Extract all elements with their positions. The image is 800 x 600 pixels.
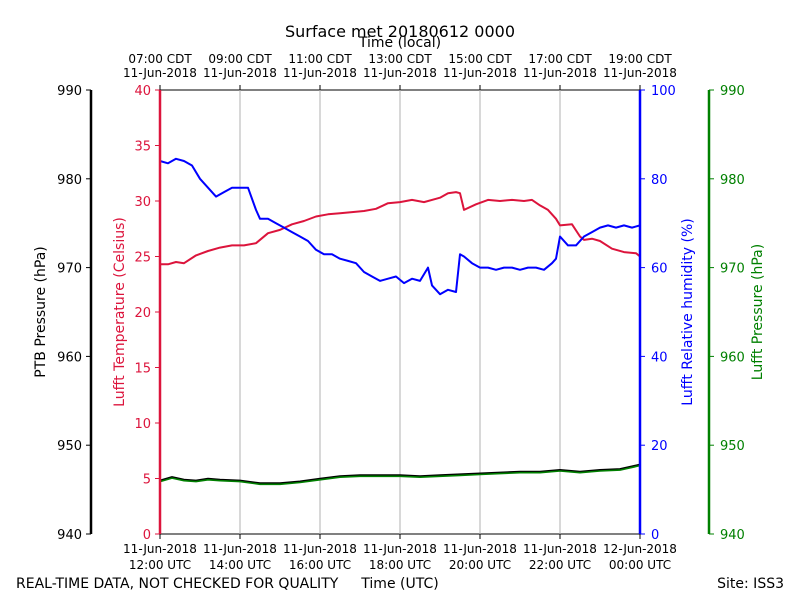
site-label: Site: ISS3	[717, 576, 784, 592]
bottom-tick-time: 16:00 UTC	[289, 558, 351, 572]
top-tick-time: 15:00 CDT	[448, 52, 512, 66]
x-ticks: 11-Jun-2018 12:00 UTC 11-Jun-2018 14:00 UTC…	[123, 52, 677, 572]
ptb-tick-label: 990	[57, 84, 82, 99]
series-line-lp	[159, 464, 641, 486]
temp-tick-label: 25	[134, 251, 151, 266]
series-line-rh	[159, 157, 641, 296]
bottom-tick-time: 12:00 UTC	[129, 558, 191, 572]
x-axis-label: Time (UTC)	[360, 576, 438, 592]
rh-tick-label: 0	[651, 528, 659, 543]
top-tick-date: 11-Jun-2018	[523, 66, 597, 80]
bottom-tick-time: 14:00 UTC	[209, 558, 271, 572]
ptb-tick-label: 960	[57, 350, 82, 365]
bottom-tick-date: 11-Jun-2018	[283, 542, 357, 556]
top-axis-label: Time (local)	[358, 35, 441, 51]
ptb-tick-label: 970	[57, 262, 82, 277]
ptb-tick-label: 980	[57, 173, 82, 188]
top-tick-time: 11:00 CDT	[288, 52, 352, 66]
top-tick-time: 09:00 CDT	[208, 52, 272, 66]
top-tick-date: 11-Jun-2018	[363, 66, 437, 80]
temp-tick-label: 40	[134, 84, 151, 99]
temp-tick-label: 35	[134, 140, 151, 155]
temp-axis-label: Lufft Temperature (Celsius)	[112, 217, 128, 407]
lp-tick-label: 960	[720, 350, 745, 365]
rh-tick-label: 80	[651, 173, 668, 188]
top-tick-date: 11-Jun-2018	[123, 66, 197, 80]
rh-axis-label: Lufft Relative humidity (%)	[680, 218, 696, 405]
bottom-tick-date: 11-Jun-2018	[203, 542, 277, 556]
top-tick-time: 19:00 CDT	[608, 52, 672, 66]
lp-tick-label: 970	[720, 262, 745, 277]
bottom-tick-date: 11-Jun-2018	[443, 542, 517, 556]
lp-axis-label: Lufft Pressure (hPa)	[750, 244, 766, 380]
temp-tick-label: 20	[134, 306, 151, 321]
top-tick-date: 11-Jun-2018	[203, 66, 277, 80]
bottom-tick-date: 11-Jun-2018	[523, 542, 597, 556]
top-tick-time: 17:00 CDT	[528, 52, 592, 66]
temp-tick-label: 0	[143, 528, 151, 543]
ptb-tick-label: 950	[57, 439, 82, 454]
bottom-tick-time: 00:00 UTC	[609, 558, 671, 572]
rh-tick-label: 60	[651, 262, 668, 277]
series-line-temp	[160, 191, 641, 266]
bottom-tick-time: 22:00 UTC	[529, 558, 591, 572]
ptb-axis-label: PTB Pressure (hPa)	[33, 246, 49, 377]
axis-ticks: 940 950 960 970 980 990 0 5 10 15 20 25 30 35 40 0 20 40 6…	[57, 84, 745, 543]
bottom-tick-time: 18:00 UTC	[369, 558, 431, 572]
top-tick-date: 11-Jun-2018	[603, 66, 677, 80]
bottom-tick-date: 11-Jun-2018	[363, 542, 437, 556]
top-tick-time: 13:00 CDT	[368, 52, 432, 66]
rh-tick-label: 100	[651, 84, 676, 99]
bottom-tick-date: 11-Jun-2018	[123, 542, 197, 556]
lp-tick-label: 990	[720, 84, 745, 99]
lp-tick-label: 980	[720, 173, 745, 188]
temp-tick-label: 30	[134, 195, 151, 210]
footer-disclaimer: REAL-TIME DATA, NOT CHECKED FOR QUALITY	[16, 576, 339, 592]
lp-tick-label: 950	[720, 439, 745, 454]
top-tick-date: 11-Jun-2018	[443, 66, 517, 80]
temp-tick-label: 5	[143, 473, 151, 488]
series-layer	[159, 157, 641, 486]
temp-tick-label: 10	[134, 417, 151, 432]
top-tick-date: 11-Jun-2018	[283, 66, 357, 80]
bottom-tick-time: 20:00 UTC	[449, 558, 511, 572]
lp-tick-label: 940	[720, 528, 745, 543]
rh-tick-label: 40	[651, 350, 668, 365]
series-line-ptb	[159, 463, 641, 485]
top-tick-time: 07:00 CDT	[128, 52, 192, 66]
bottom-tick-date: 12-Jun-2018	[603, 542, 677, 556]
vertical-gridlines	[239, 90, 561, 534]
ptb-tick-label: 940	[57, 528, 82, 543]
rh-tick-label: 20	[651, 439, 668, 454]
chart-title: Surface met 20180612 0000	[285, 22, 515, 41]
temp-tick-label: 15	[134, 362, 151, 377]
